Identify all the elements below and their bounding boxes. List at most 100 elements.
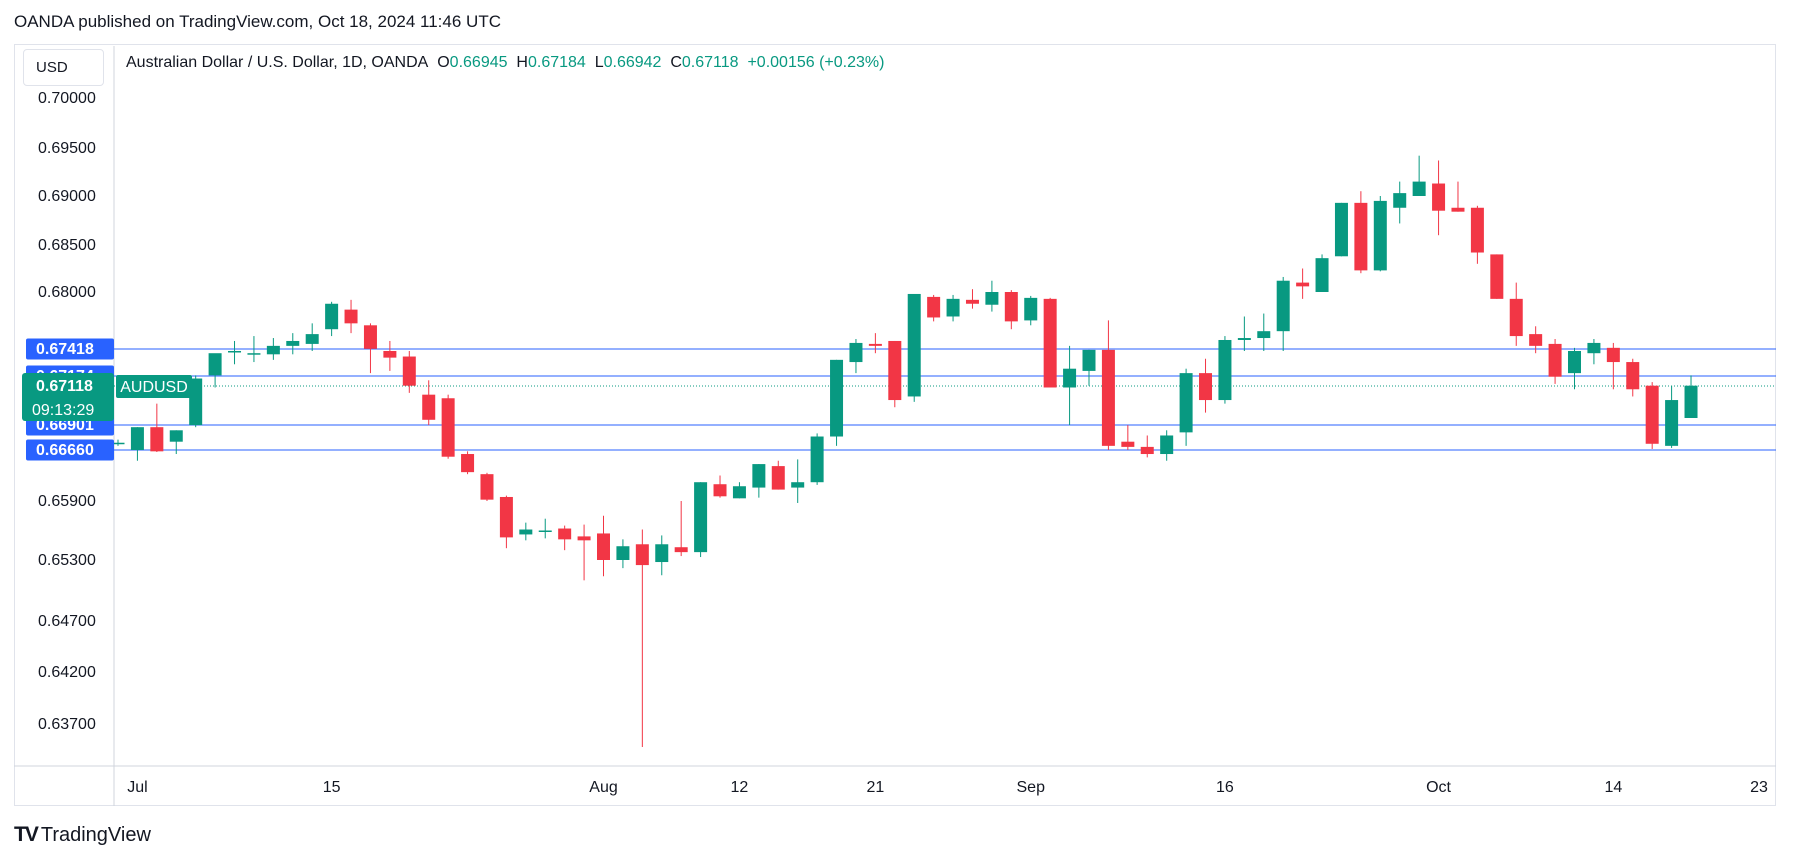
legend-open-value: 0.66945 [449, 54, 508, 71]
candle-body [1082, 349, 1096, 371]
candle-body [266, 345, 280, 355]
time-tick-label: Jul [127, 779, 147, 796]
candle-body [791, 482, 805, 488]
candle-body [1470, 207, 1484, 253]
candle-body [946, 298, 960, 317]
price-tick-label: 0.68500 [38, 237, 96, 254]
candle-body [1548, 343, 1562, 377]
candle-body [616, 546, 630, 560]
time-tick-label: 23 [1750, 779, 1768, 796]
symbol-tag [116, 375, 192, 399]
candle-body [1665, 400, 1679, 446]
candle-body [597, 533, 610, 560]
candle-body [189, 378, 203, 426]
candle-body [1432, 183, 1446, 211]
legend-close-label: C [670, 54, 682, 71]
candle-body [1237, 338, 1251, 340]
price-tick-label: 0.65900 [38, 493, 96, 510]
time-tick-label: 15 [323, 779, 341, 796]
candle-body [985, 292, 999, 305]
candle-body [1490, 254, 1504, 299]
candle-body [888, 340, 902, 401]
candle-body [519, 529, 533, 535]
candle-body [1296, 282, 1310, 287]
candle-body [965, 299, 979, 304]
candle-body [1043, 298, 1057, 388]
legend-change: +0.00156 (+0.23%) [747, 54, 885, 71]
countdown-label: 09:13:29 [32, 402, 94, 419]
candle-body [1121, 441, 1135, 447]
legend-high-label: H [516, 54, 528, 71]
candle-body [830, 359, 844, 437]
candle-body [1373, 200, 1387, 271]
time-tick-label: Aug [589, 779, 617, 796]
candle-body [1626, 362, 1640, 390]
candle-body [1004, 292, 1018, 322]
candle-body [771, 466, 785, 490]
price-tick-label: 0.65300 [38, 552, 96, 569]
candle-body [461, 454, 475, 473]
candle-body [558, 528, 572, 540]
candle-body [713, 484, 727, 497]
candle-body [1334, 202, 1348, 257]
time-tick-label: 16 [1216, 779, 1234, 796]
candle-body [1140, 446, 1154, 455]
candle-body [1684, 385, 1698, 418]
level-badge-label: 0.66660 [36, 442, 94, 459]
candle-body [674, 547, 688, 553]
candle-body [810, 436, 824, 483]
candle-body [169, 430, 183, 442]
candle-body [1199, 373, 1213, 401]
symbol-tag-label: AUDUSD [120, 379, 188, 396]
brand-name: TradingView [40, 823, 151, 846]
currency-button[interactable]: USD [23, 49, 104, 86]
price-tick-label: 0.70000 [38, 90, 96, 107]
price-tick-label: 0.64200 [38, 664, 96, 681]
level-badge [26, 439, 114, 461]
candle-body [441, 398, 455, 457]
candle-body [577, 536, 591, 541]
time-tick-label: Oct [1426, 779, 1451, 796]
candle-body [1063, 368, 1077, 388]
candle-body [694, 482, 708, 553]
candle-body [402, 356, 416, 386]
candle-body [305, 334, 319, 344]
time-tick-label: Sep [1017, 779, 1046, 796]
candle-body [635, 544, 649, 566]
price-tick-label: 0.63700 [38, 716, 96, 733]
brand[interactable]: TV TradingView [14, 823, 151, 847]
level-badge [26, 338, 114, 360]
candle-body [150, 427, 164, 452]
candle-body [111, 442, 125, 445]
price-tick-label: 0.68000 [38, 284, 96, 301]
candle-body [1529, 334, 1543, 346]
time-tick-label: 14 [1604, 779, 1622, 796]
candle-body [927, 296, 941, 318]
candle-body [363, 325, 377, 349]
candle-body [1276, 280, 1290, 332]
candle-body [286, 340, 300, 346]
candle-body [247, 353, 261, 355]
candle-body [480, 474, 494, 500]
candle-body [383, 350, 397, 358]
candle-body [1218, 339, 1232, 401]
candle-body [422, 394, 436, 420]
candle-body [907, 293, 921, 397]
price-tick-label: 0.64700 [38, 613, 96, 630]
candle-body [208, 353, 222, 376]
current-price-badge [22, 373, 114, 422]
candle-body [1645, 385, 1659, 444]
candle-body [655, 544, 669, 563]
candle-body [538, 530, 552, 532]
time-tick-label: 12 [731, 779, 749, 796]
legend-open-label: O [437, 54, 450, 71]
candle-body [1179, 373, 1193, 433]
candle-body [1568, 350, 1581, 374]
legend-symbol: Australian Dollar / U.S. Dollar, 1D, OAN… [126, 54, 429, 71]
candle-body [732, 486, 746, 499]
candle-body [1606, 347, 1620, 363]
candle-body [1393, 193, 1407, 208]
legend-high-value: 0.67184 [527, 54, 586, 71]
candle-body [1315, 258, 1329, 292]
